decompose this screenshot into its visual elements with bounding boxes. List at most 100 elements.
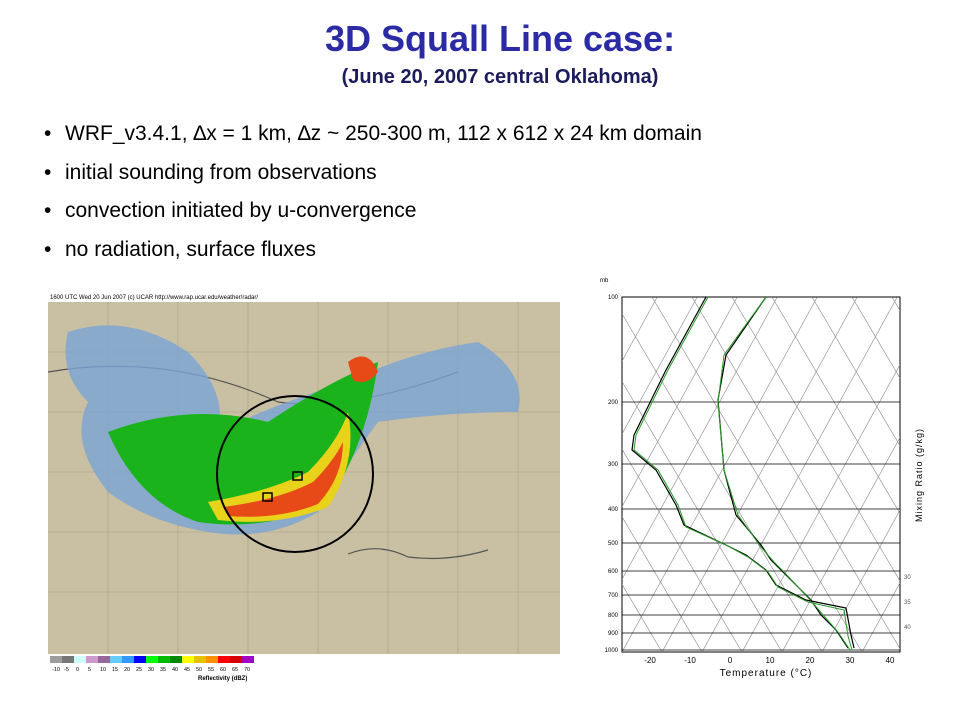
scale-swatch xyxy=(98,656,110,663)
bullet-text: no radiation, surface fluxes xyxy=(65,237,316,261)
pressure-label: 300 xyxy=(608,462,619,468)
bullet-text: convection initiated by u-convergence xyxy=(65,199,417,222)
bullet: WRF_v3.4.1, ∆x = 1 km, ∆z ~ 250-300 m, 1… xyxy=(44,122,702,161)
scale-swatch xyxy=(62,656,74,663)
radar-header: 1600 UTC Wed 20 Jun 2007 (c) UCAR http:/… xyxy=(50,295,258,301)
radar-image: 1600 UTC Wed 20 Jun 2007 (c) UCAR http:/… xyxy=(48,292,562,682)
pressure-label: 100 xyxy=(608,295,619,301)
isotherms xyxy=(622,297,936,652)
scale-swatch xyxy=(146,656,158,663)
pressure-label: 700 xyxy=(608,593,619,599)
scale-label: 70 xyxy=(244,667,250,673)
scale-swatch xyxy=(134,656,146,663)
isotherm xyxy=(622,297,818,652)
scale-swatch xyxy=(206,656,218,663)
pressure-label: 900 xyxy=(608,631,619,637)
scale-label: 0 xyxy=(76,667,79,673)
temperature-label: 20 xyxy=(806,656,815,665)
scale-swatch xyxy=(50,656,62,663)
bullet-list: WRF_v3.4.1, ∆x = 1 km, ∆z ~ 250-300 m, 1… xyxy=(44,122,702,276)
pressure-label: 200 xyxy=(608,400,619,406)
dry-adiabat xyxy=(622,516,703,652)
pressure-label: 800 xyxy=(608,613,619,619)
dry-adiabat xyxy=(851,297,900,379)
temperature-label: 40 xyxy=(886,656,895,665)
temperature-label: -10 xyxy=(684,656,696,665)
precip-field xyxy=(65,325,520,535)
scale-label: 10 xyxy=(100,667,106,673)
dry-adiabat xyxy=(811,297,900,447)
isotherm xyxy=(622,297,738,508)
isotherm xyxy=(821,509,900,652)
scale-swatch xyxy=(110,656,122,663)
scale-swatch xyxy=(170,656,182,663)
scale-swatch xyxy=(86,656,98,663)
pressure-lines xyxy=(622,296,900,651)
pressure-label: 500 xyxy=(608,541,619,547)
dry-adiabat xyxy=(691,297,900,650)
domain-circle xyxy=(216,395,374,553)
isotherm xyxy=(622,297,778,580)
scale-swatch xyxy=(158,656,170,663)
isotherm xyxy=(661,297,858,652)
title: 3D Squall Line case: xyxy=(324,18,676,59)
temperature-label: 0 xyxy=(728,656,733,665)
isotherm xyxy=(622,297,698,435)
scale-label: 55 xyxy=(208,667,214,673)
temperature-label: -20 xyxy=(644,656,656,665)
scale-swatch xyxy=(230,656,242,663)
scale-swatch xyxy=(242,656,254,663)
sounding-chart: mb Mixing Ratio (g/kg) Temperature (°C) … xyxy=(600,278,936,679)
scale-swatch xyxy=(122,656,134,663)
scale-label: 15 xyxy=(112,667,118,673)
scale-label: 60 xyxy=(220,667,226,673)
scale-swatch xyxy=(74,656,86,663)
bullet: initial sounding from observations xyxy=(44,161,702,200)
reflectivity-scale: -10 -5 0 5 10 15 20 25 30 35 40 45 50 55 60 65 70 xyxy=(50,656,254,673)
temperature-profile-model xyxy=(717,296,851,651)
x-axis-title: Temperature (°C) xyxy=(720,668,813,679)
dry-adiabat xyxy=(731,297,900,582)
temperature-label: 30 xyxy=(846,656,855,665)
bullet-text: WRF_v3.4.1, ∆x = 1 km, ∆z ~ 250-300 m, 1… xyxy=(65,122,702,145)
dry-adiabat xyxy=(622,313,823,652)
theta-label: 40 xyxy=(904,625,911,631)
isotherm xyxy=(741,364,900,652)
scale-swatch xyxy=(194,656,206,663)
scale-label: -5 xyxy=(64,667,69,673)
dry-adiabat xyxy=(622,380,783,652)
isotherm xyxy=(622,297,658,362)
dry-adiabat xyxy=(622,448,743,652)
scale-swatch xyxy=(182,656,194,663)
scale-label: 35 xyxy=(160,667,166,673)
theta-label: 35 xyxy=(904,600,911,606)
temperature-label: 10 xyxy=(766,656,775,665)
bullet-text: initial sounding from observations xyxy=(65,160,377,184)
bullet: convection initiated by u-convergence xyxy=(44,199,702,238)
scale-label: 65 xyxy=(232,667,238,673)
pressure-label: 600 xyxy=(608,569,619,575)
isotherm xyxy=(861,582,900,652)
scale-label: 40 xyxy=(172,667,178,673)
scale-label: 25 xyxy=(136,667,142,673)
scale-title: Reflectivity (dBZ) xyxy=(198,676,247,682)
isotherm xyxy=(781,436,900,652)
dry-adiabat xyxy=(932,297,936,652)
dewpoint-profile-model xyxy=(633,296,853,651)
scale-label: 45 xyxy=(184,667,190,673)
pressure-unit: mb xyxy=(600,278,609,284)
scale-swatch xyxy=(218,656,230,663)
marker-box xyxy=(292,471,303,481)
bullet: no radiation, surface fluxes xyxy=(44,238,702,277)
scale-label: 20 xyxy=(124,667,130,673)
scale-label: -10 xyxy=(52,667,60,673)
isotherm xyxy=(701,297,898,652)
scale-label: 5 xyxy=(88,667,91,673)
subtitle: (June 20, 2007 central Oklahoma) xyxy=(341,66,659,88)
pressure-label: 1000 xyxy=(605,648,619,654)
pressure-label: 400 xyxy=(608,507,619,513)
radar-header-bar xyxy=(48,292,562,302)
scale-label: 50 xyxy=(196,667,202,673)
mixing-ratio-title: Mixing Ratio (g/kg) xyxy=(914,428,924,522)
